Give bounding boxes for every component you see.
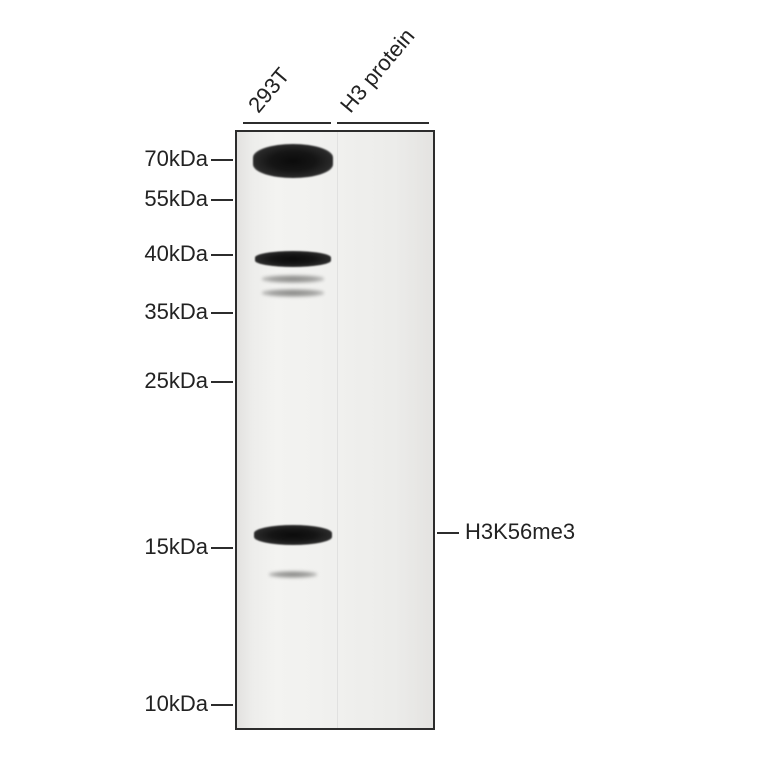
mw-marker-label: 35kDa xyxy=(144,299,208,325)
mw-marker-tick xyxy=(211,312,233,314)
band xyxy=(262,289,324,297)
mw-marker-label: 15kDa xyxy=(144,534,208,560)
lane-label: H3 protein xyxy=(335,24,420,118)
mw-marker-label: 10kDa xyxy=(144,691,208,717)
blot-background xyxy=(237,132,433,728)
annotation-label: H3K56me3 xyxy=(465,519,575,545)
annotation-tick xyxy=(437,532,459,534)
mw-marker-label: 70kDa xyxy=(144,146,208,172)
blot-membrane xyxy=(235,130,435,730)
mw-marker-label: 25kDa xyxy=(144,368,208,394)
band xyxy=(254,525,331,545)
mw-marker-label: 55kDa xyxy=(144,186,208,212)
band xyxy=(253,144,334,178)
lane-label-underline xyxy=(337,122,429,124)
western-blot-figure: 70kDa 55kDa 40kDa 35kDa 25kDa 15kDa 10kDa 293T H… xyxy=(0,0,764,764)
mw-marker-tick xyxy=(211,254,233,256)
mw-marker-label: 40kDa xyxy=(144,241,208,267)
mw-marker-tick xyxy=(211,159,233,161)
mw-marker-tick xyxy=(211,381,233,383)
lane-divider xyxy=(337,132,338,728)
lane-label-underline xyxy=(243,122,331,124)
band xyxy=(269,571,317,578)
lane-label: 293T xyxy=(243,63,295,118)
mw-marker-tick xyxy=(211,199,233,201)
band xyxy=(262,275,324,283)
band xyxy=(255,251,331,267)
mw-marker-tick xyxy=(211,704,233,706)
mw-marker-tick xyxy=(211,547,233,549)
